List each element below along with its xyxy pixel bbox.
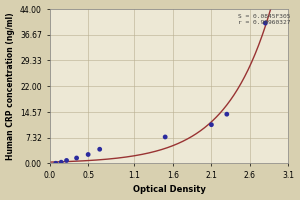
Point <box>74 156 79 160</box>
Point <box>224 113 229 116</box>
Point <box>64 159 69 162</box>
Point <box>86 153 91 156</box>
Point <box>59 161 64 164</box>
Y-axis label: Human CRP concentration (ng/ml): Human CRP concentration (ng/ml) <box>6 12 15 160</box>
Point <box>163 135 168 139</box>
Point <box>263 21 268 25</box>
Point <box>53 162 58 165</box>
Point <box>209 123 214 126</box>
X-axis label: Optical Density: Optical Density <box>133 185 206 194</box>
Text: S = 0.0845F305
r = 0.99960327: S = 0.0845F305 r = 0.99960327 <box>238 14 291 25</box>
Point <box>97 148 102 151</box>
